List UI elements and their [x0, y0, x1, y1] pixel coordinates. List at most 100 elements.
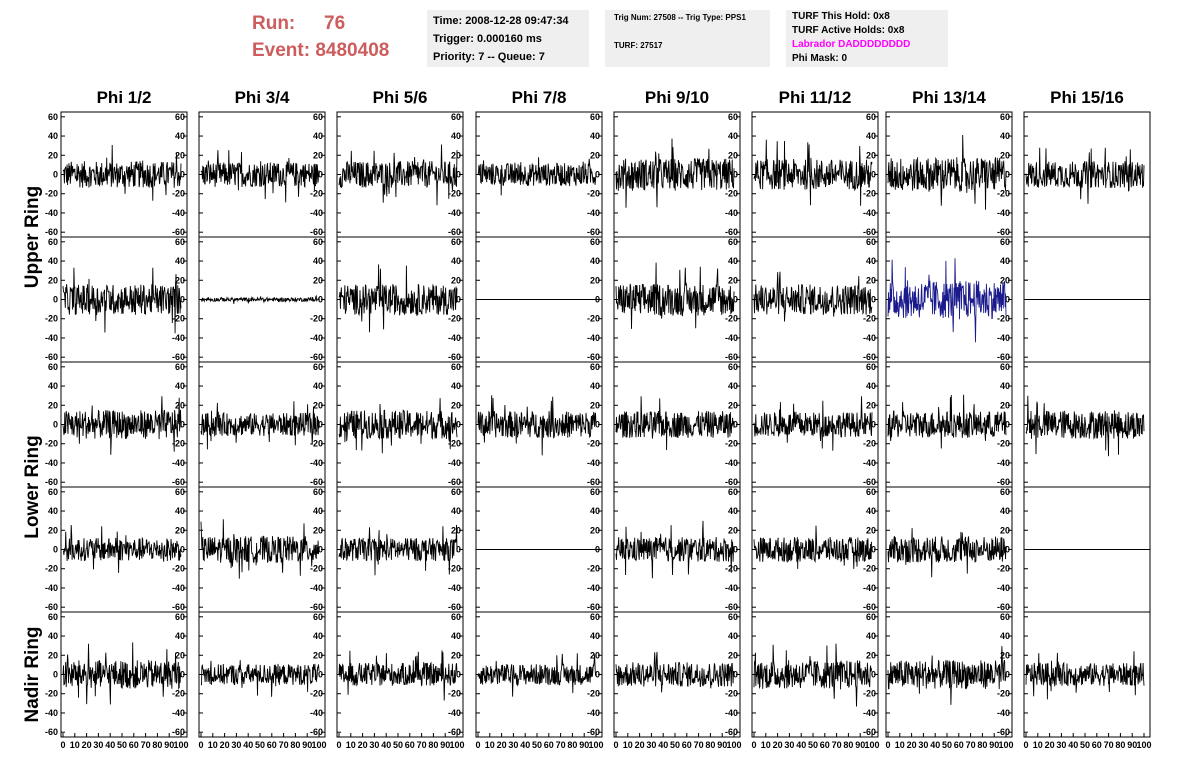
y-tick-label: 40: [48, 631, 58, 641]
y-tick-label: 0: [733, 170, 738, 180]
y-tick-label: 60: [590, 362, 600, 372]
y-tick-label: -40: [448, 708, 461, 718]
y-tick-label: 40: [48, 381, 58, 391]
waveform-trace: [63, 524, 182, 573]
waveform-trace: [200, 660, 320, 697]
y-tick-label: 0: [53, 170, 58, 180]
waveform-trace: [62, 144, 182, 201]
y-tick-label: 0: [456, 670, 461, 680]
y-tick-label: 0: [318, 420, 323, 430]
y-tick-label: -20: [997, 689, 1010, 699]
y-tick-label: -40: [587, 208, 600, 218]
y-tick-label: -60: [587, 727, 600, 737]
y-tick-label: 20: [728, 275, 738, 285]
waveform-trace: [200, 294, 320, 304]
y-tick-label: -60: [172, 352, 185, 362]
y-tick-label: -40: [310, 458, 323, 468]
y-tick-label: -20: [172, 689, 185, 699]
y-tick-label: 20: [1000, 650, 1010, 660]
x-tick-label: 10: [895, 740, 905, 750]
y-tick-label: 60: [48, 612, 58, 622]
waveform-trace: [753, 643, 873, 707]
y-tick-label: -60: [725, 477, 738, 487]
x-tick-label: 70: [694, 740, 704, 750]
y-tick-label: -20: [863, 689, 876, 699]
y-tick-label: 0: [733, 545, 738, 555]
y-tick-label: -20: [587, 314, 600, 324]
y-tick-label: 60: [1000, 487, 1010, 497]
y-tick-label: -60: [310, 602, 323, 612]
y-tick-label: 0: [1005, 420, 1010, 430]
x-tick-label: 70: [1104, 740, 1114, 750]
x-tick-label: 50: [808, 740, 818, 750]
y-tick-label: -40: [172, 583, 185, 593]
waveform-trace: [477, 157, 597, 196]
y-tick-label: -60: [448, 352, 461, 362]
y-tick-label: 20: [728, 400, 738, 410]
x-tick-label: 70: [141, 740, 151, 750]
x-tick-label: 80: [428, 740, 438, 750]
y-tick-label: 40: [728, 631, 738, 641]
y-tick-label: -20: [863, 314, 876, 324]
y-tick-label: 20: [48, 150, 58, 160]
y-tick-label: 60: [48, 362, 58, 372]
x-tick-label: 0: [751, 740, 756, 750]
y-tick-label: 60: [48, 112, 58, 122]
x-tick-label: 50: [117, 740, 127, 750]
column-title: Phi 15/16: [1050, 88, 1124, 107]
x-tick-label: 0: [1023, 740, 1028, 750]
y-tick-label: -40: [725, 333, 738, 343]
x-tick-label: 50: [1080, 740, 1090, 750]
x-tick-label: 50: [670, 740, 680, 750]
y-tick-label: 60: [313, 237, 323, 247]
y-tick-label: -60: [45, 227, 58, 237]
y-tick-label: 60: [175, 112, 185, 122]
y-tick-label: -60: [997, 227, 1010, 237]
waveform-trace: [1025, 651, 1145, 700]
trig-info-box: Trig Num: 27508 -- Trig Type: PPS1 TURF:…: [605, 10, 770, 67]
waveform-trace: [887, 646, 1007, 705]
y-tick-label: 40: [590, 131, 600, 141]
y-tick-label: -60: [172, 602, 185, 612]
x-tick-label: 90: [440, 740, 450, 750]
y-tick-label: 40: [313, 631, 323, 641]
y-tick-label: 0: [733, 420, 738, 430]
y-tick-label: -60: [997, 727, 1010, 737]
x-tick-label: 20: [907, 740, 917, 750]
y-tick-label: 20: [451, 275, 461, 285]
event-label: Event:: [252, 40, 311, 61]
y-tick-label: -60: [863, 352, 876, 362]
x-tick-label: 20: [635, 740, 645, 750]
y-tick-label: -20: [725, 189, 738, 199]
y-tick-label: -40: [587, 708, 600, 718]
y-tick-label: -40: [587, 583, 600, 593]
y-tick-label: -40: [45, 208, 58, 218]
y-tick-label: 20: [451, 400, 461, 410]
y-tick-label: -20: [310, 439, 323, 449]
y-tick-label: 40: [451, 256, 461, 266]
y-tick-label: 60: [175, 362, 185, 372]
y-tick-label: -20: [863, 189, 876, 199]
y-tick-label: -40: [587, 458, 600, 468]
x-tick-label: 90: [1127, 740, 1137, 750]
y-tick-label: -40: [310, 333, 323, 343]
x-tick-label: 90: [579, 740, 589, 750]
y-tick-label: -20: [997, 314, 1010, 324]
waveform-trace: [753, 139, 873, 206]
y-tick-label: -60: [997, 602, 1010, 612]
y-tick-label: 20: [313, 400, 323, 410]
x-tick-label: 90: [302, 740, 312, 750]
y-tick-label: -40: [863, 708, 876, 718]
y-tick-label: 40: [451, 506, 461, 516]
y-tick-label: 60: [866, 237, 876, 247]
y-tick-label: 0: [53, 420, 58, 430]
time-text: Time: 2008-12-28 09:47:34: [433, 15, 569, 27]
y-tick-label: 20: [866, 525, 876, 535]
x-tick-label: 40: [796, 740, 806, 750]
y-tick-label: -40: [997, 333, 1010, 343]
y-tick-label: 60: [866, 487, 876, 497]
y-tick-label: 60: [451, 362, 461, 372]
y-tick-label: -60: [725, 602, 738, 612]
y-tick-label: 60: [866, 612, 876, 622]
y-tick-label: 60: [48, 487, 58, 497]
